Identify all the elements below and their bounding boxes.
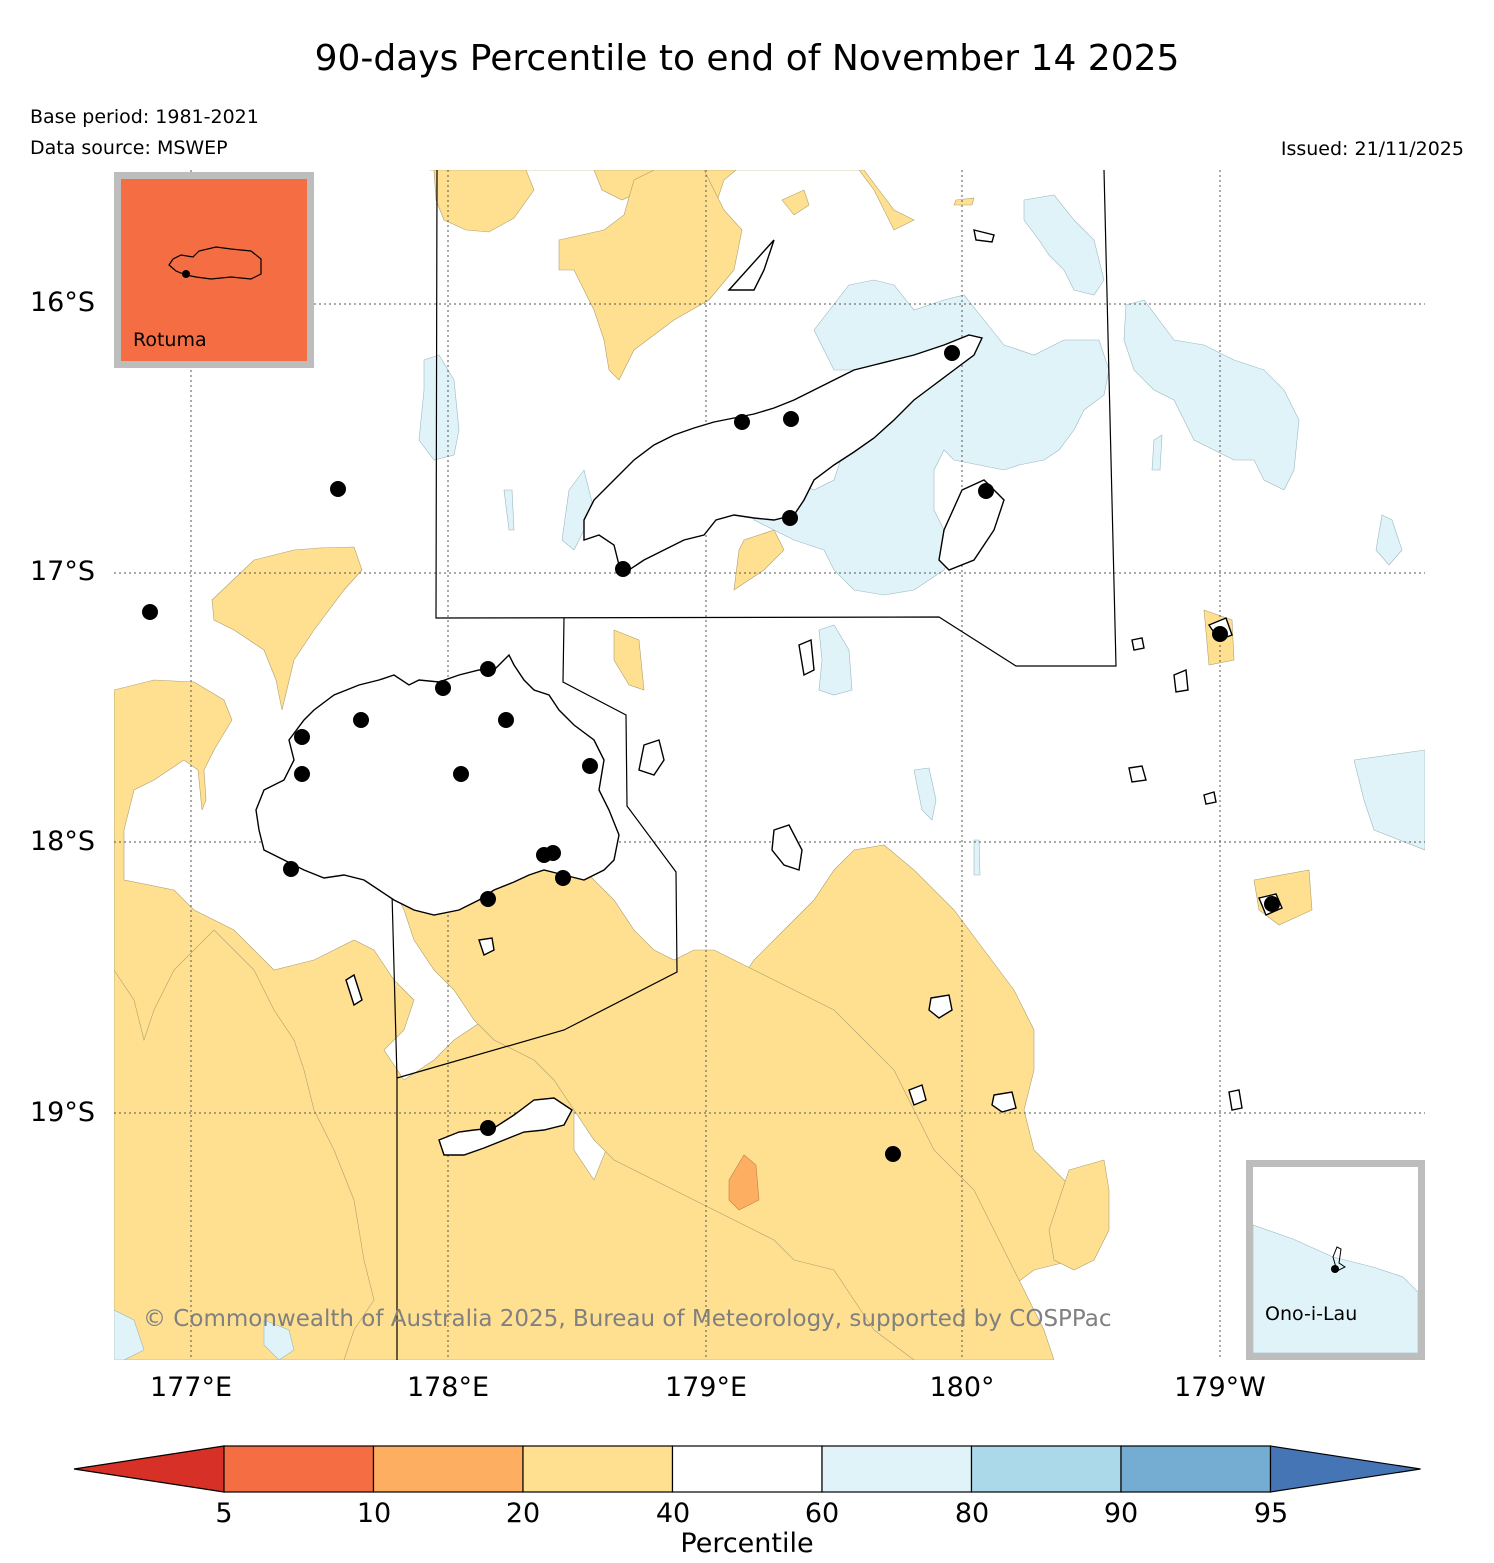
lon-label-178e: 178°E [406,1372,490,1403]
ono-i-lau-inset[interactable]: Ono-i-Lau [1246,1160,1425,1360]
lon-label-179e: 179°E [664,1372,748,1403]
colorbar-segment [821,1445,973,1493]
colorbar-tick-90: 90 [1103,1498,1139,1529]
colorbar-label: Percentile [680,1528,814,1559]
ono-i-lau-map-shape [1253,1224,1418,1353]
ono-i-lau-label: Ono-i-Lau [1265,1303,1358,1325]
base-period: Base period: 1981-2021 [30,106,259,128]
percentile-10-20-region [728,1154,760,1211]
colorbar-tick-60: 60 [804,1498,840,1529]
lon-label-177e: 177°E [149,1372,233,1403]
copyright-notice: © Commonwealth of Australia 2025, Bureau… [143,1306,1112,1332]
koro-island [771,824,803,871]
viti-levu-island [255,653,620,916]
lat-label-19s: 19°S [30,1097,95,1128]
lat-label-17s: 17°S [30,556,95,587]
colorbar-extend-low [73,1445,225,1493]
taveuni-island [938,479,1005,571]
lat-label-18s: 18°S [30,826,95,857]
lon-label-180: 180° [929,1372,995,1403]
colorbar-segment [223,1445,375,1493]
colorbar-segment [522,1445,674,1493]
colorbar [73,1445,1421,1493]
rotuma-label: Rotuma [133,329,207,351]
data-source: Data source: MSWEP [30,137,228,159]
colorbar-extend-high [1269,1445,1421,1493]
colorbar-segment [970,1445,1122,1493]
colorbar-segments [73,1445,1421,1493]
island-coastlines [255,229,1283,1156]
rotuma-island-shape [168,246,262,280]
lon-label-179w: 179°W [1174,1372,1266,1403]
lat-label-16s: 16°S [30,287,95,318]
rotuma-inset[interactable]: Rotuma [114,172,314,368]
colorbar-segment [671,1445,823,1493]
colorbar-tick-95: 95 [1253,1498,1289,1529]
issued-date: Issued: 21/11/2025 [1280,138,1464,160]
colorbar-tick-80: 80 [954,1498,990,1529]
vanua-levu-island [583,334,984,571]
colorbar-segment [372,1445,524,1493]
colorbar-tick-40: 40 [655,1498,691,1529]
rainfall-stations [142,345,1280,1162]
colorbar-tick-20: 20 [505,1498,541,1529]
colorbar-segment [1120,1445,1272,1493]
colorbar-tick-5: 5 [215,1498,233,1529]
colorbar-tick-10: 10 [356,1498,392,1529]
map-title: 90-days Percentile to end of November 14… [314,38,1180,79]
